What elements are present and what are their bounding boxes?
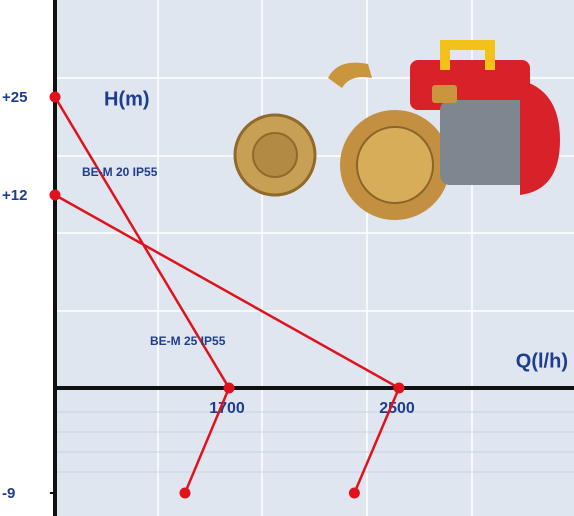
y-tick-label: -9: [2, 485, 15, 502]
data-point: [394, 383, 405, 394]
x-tick-label: 1700: [209, 400, 245, 417]
data-point: [50, 190, 61, 201]
data-point: [50, 92, 61, 103]
chart: H(m) Q(l/h) -9 +12 +25 1700 2500 BE-M 20 IP55…: [0, 0, 574, 516]
data-point: [349, 488, 360, 499]
y-tick-label: +12: [2, 187, 27, 204]
y-axis-title: H(m): [104, 88, 150, 110]
series-label: BE-M 20 IP55: [82, 165, 158, 179]
x-tick-label: 2500: [379, 400, 415, 417]
data-point: [179, 488, 190, 499]
y-tick-label: +25: [2, 89, 27, 106]
data-point: [224, 383, 235, 394]
series-label: BE-M 25 IP55: [150, 334, 226, 348]
x-axis-title: Q(l/h): [516, 350, 568, 372]
